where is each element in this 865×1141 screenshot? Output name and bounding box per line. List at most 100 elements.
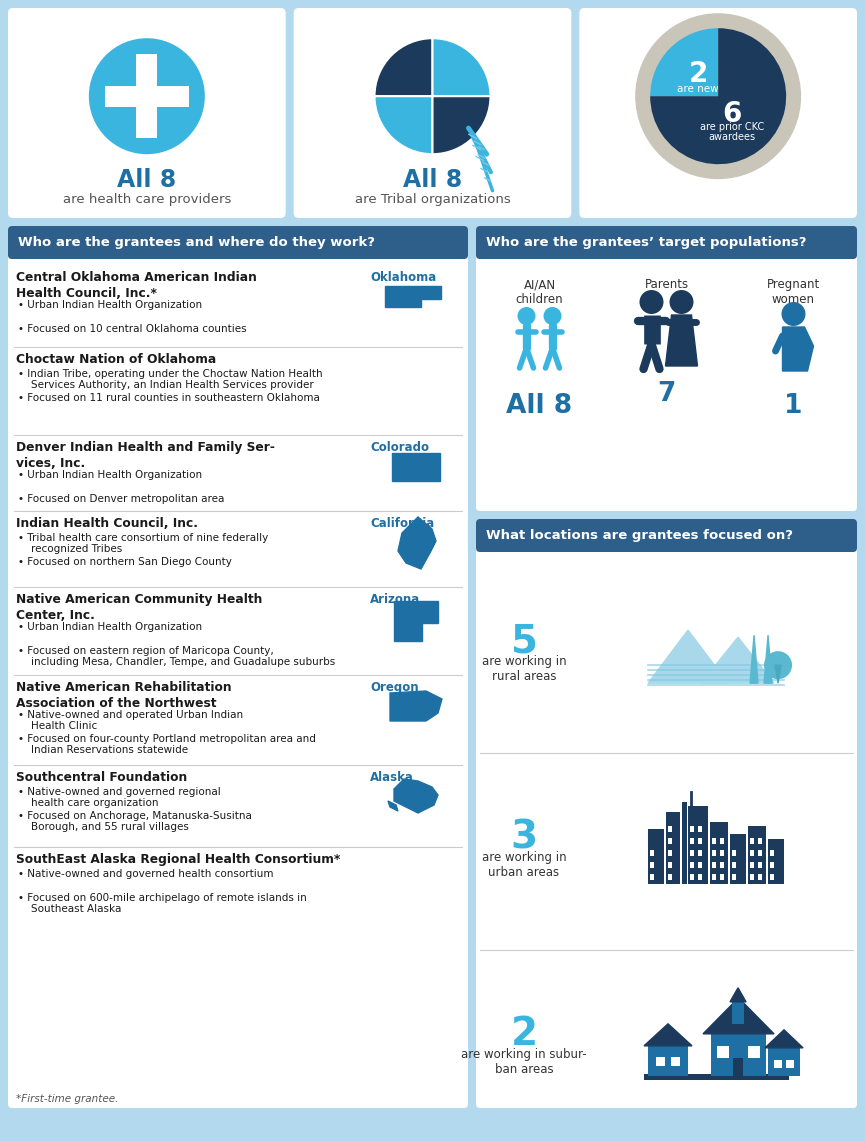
Text: recognized Tribes: recognized Tribes [18, 544, 122, 555]
Text: Choctaw Nation of Oklahoma: Choctaw Nation of Oklahoma [16, 353, 216, 366]
Bar [768, 1047, 800, 1076]
Bar [137, 55, 157, 138]
Text: 1: 1 [785, 393, 803, 419]
Polygon shape [388, 801, 398, 811]
Bar [710, 822, 728, 883]
Bar [711, 1034, 766, 1076]
FancyBboxPatch shape [476, 519, 857, 1108]
Text: *First-time grantee.: *First-time grantee. [16, 1094, 119, 1104]
Text: • Urban Indian Health Organization: • Urban Indian Health Organization [18, 300, 202, 310]
Wedge shape [375, 38, 432, 96]
Text: Services Authority, an Indian Health Services provider: Services Authority, an Indian Health Ser… [18, 380, 314, 390]
Text: • Urban Indian Health Organization: • Urban Indian Health Organization [18, 470, 202, 480]
Bar [750, 837, 754, 843]
Bar [733, 1058, 743, 1076]
Text: • Native-owned and governed regional: • Native-owned and governed regional [18, 787, 221, 798]
Bar [770, 861, 774, 867]
Bar [720, 850, 724, 856]
Text: Southeast Alaska: Southeast Alaska [18, 904, 121, 914]
Bar [668, 874, 672, 880]
FancyBboxPatch shape [580, 8, 857, 218]
Bar [732, 1002, 744, 1023]
Polygon shape [648, 630, 728, 683]
Text: What locations are grantees focused on?: What locations are grantees focused on? [486, 529, 793, 542]
Bar [698, 837, 702, 843]
Text: including Mesa, Chandler, Tempe, and Guadalupe suburbs: including Mesa, Chandler, Tempe, and Gua… [18, 657, 336, 667]
Bar [644, 1074, 789, 1079]
Text: 3: 3 [510, 818, 537, 857]
Text: 5: 5 [510, 622, 537, 661]
Polygon shape [390, 691, 442, 721]
Text: Parents: Parents [644, 278, 689, 291]
Text: All 8: All 8 [403, 168, 462, 192]
Bar [770, 850, 774, 856]
FancyBboxPatch shape [8, 226, 468, 259]
Bar [786, 1060, 794, 1068]
Bar [688, 806, 708, 883]
Wedge shape [375, 96, 432, 154]
Bar [750, 874, 754, 880]
Bar [105, 86, 189, 106]
Text: 6: 6 [722, 100, 742, 128]
Text: are Tribal organizations: are Tribal organizations [355, 194, 510, 207]
Bar [668, 861, 672, 867]
Text: AI/AN
children: AI/AN children [516, 278, 563, 306]
Text: are working in
rural areas: are working in rural areas [482, 655, 567, 683]
Text: Borough, and 55 rural villages: Borough, and 55 rural villages [18, 822, 189, 832]
Bar [650, 850, 654, 856]
Bar [668, 825, 672, 832]
FancyBboxPatch shape [476, 226, 857, 511]
Bar [732, 874, 736, 880]
Text: health care organization: health care organization [18, 798, 158, 808]
Polygon shape [701, 637, 774, 683]
FancyBboxPatch shape [476, 226, 857, 259]
Polygon shape [394, 601, 438, 641]
Bar [650, 861, 654, 867]
Bar [748, 1046, 760, 1058]
Circle shape [635, 14, 801, 179]
Bar [656, 1057, 665, 1066]
Text: Arizona: Arizona [370, 593, 420, 606]
Polygon shape [644, 1023, 692, 1046]
Text: • Native-owned and operated Urban Indian: • Native-owned and operated Urban Indian [18, 710, 243, 720]
Polygon shape [385, 285, 441, 307]
Text: • Focused on Denver metropolitan area: • Focused on Denver metropolitan area [18, 494, 224, 504]
Bar [690, 837, 694, 843]
Text: Indian Health Council, Inc.: Indian Health Council, Inc. [16, 517, 198, 531]
Text: Indian Reservations statewide: Indian Reservations statewide [18, 745, 188, 755]
Bar [750, 861, 754, 867]
Text: are working in subur-
ban areas: are working in subur- ban areas [461, 1047, 586, 1076]
Circle shape [670, 290, 694, 314]
Bar [712, 837, 716, 843]
Circle shape [543, 307, 561, 325]
Bar [717, 1046, 729, 1058]
Text: • Indian Tribe, operating under the Choctaw Nation Health: • Indian Tribe, operating under the Choc… [18, 369, 323, 379]
FancyBboxPatch shape [293, 8, 572, 218]
Polygon shape [750, 636, 758, 683]
Text: • Focused on eastern region of Maricopa County,: • Focused on eastern region of Maricopa … [18, 646, 273, 656]
Text: are working in
urban areas: are working in urban areas [482, 851, 567, 880]
Bar [666, 811, 680, 883]
Text: • Focused on 10 central Oklahoma counties: • Focused on 10 central Oklahoma countie… [18, 324, 247, 334]
Wedge shape [432, 38, 490, 96]
Text: 2: 2 [689, 60, 708, 88]
Bar [712, 861, 716, 867]
Text: Who are the grantees’ target populations?: Who are the grantees’ target populations… [486, 236, 806, 249]
Circle shape [89, 38, 205, 154]
Text: Southcentral Foundation: Southcentral Foundation [16, 771, 187, 784]
Bar [750, 850, 754, 856]
Bar [698, 874, 702, 880]
Text: Central Oklahoma American Indian
Health Council, Inc.*: Central Oklahoma American Indian Health … [16, 272, 257, 300]
Text: Pregnant
women: Pregnant women [767, 278, 820, 306]
Text: Oklahoma: Oklahoma [370, 272, 436, 284]
Bar [648, 1046, 688, 1076]
FancyBboxPatch shape [8, 8, 285, 218]
Bar [732, 850, 736, 856]
Bar [682, 801, 687, 883]
Text: Health Clinic: Health Clinic [18, 721, 97, 731]
FancyBboxPatch shape [8, 226, 468, 1108]
Text: are health care providers: are health care providers [62, 194, 231, 207]
Text: Native American Community Health
Center, Inc.: Native American Community Health Center,… [16, 593, 262, 622]
Text: Who are the grantees and where do they work?: Who are the grantees and where do they w… [18, 236, 375, 249]
Bar [712, 850, 716, 856]
